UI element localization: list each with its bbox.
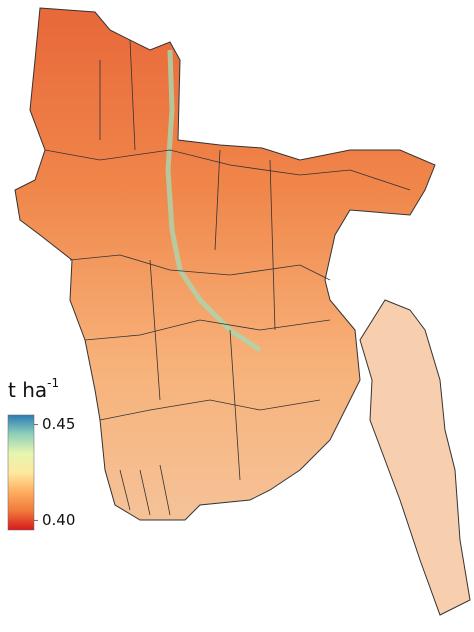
tick-label: 0.45 xyxy=(42,415,75,433)
district-borders xyxy=(44,39,411,516)
river xyxy=(165,49,262,353)
colorbar xyxy=(7,414,35,531)
tick-label: 0.40 xyxy=(42,511,75,529)
country-map xyxy=(14,7,471,616)
land xyxy=(14,7,436,521)
legend: t ha-1 0.45 0.40 xyxy=(7,376,75,531)
land-southeast xyxy=(359,299,471,616)
legend-title: t ha-1 xyxy=(8,376,59,402)
